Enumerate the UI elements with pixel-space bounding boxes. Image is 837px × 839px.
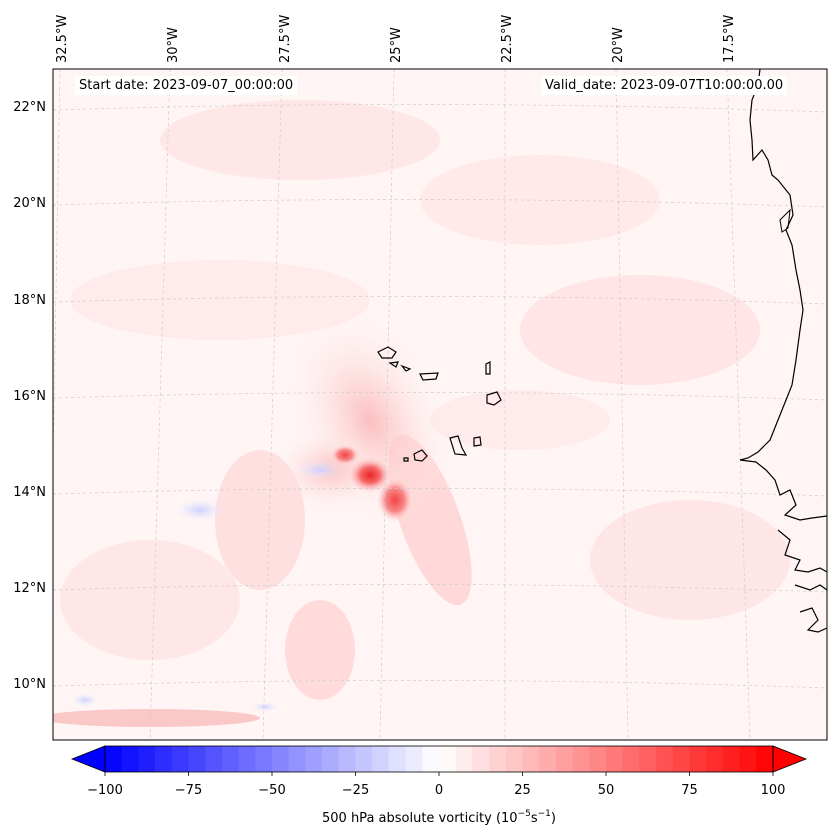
colorbar-ticks [104,772,774,776]
colorbar-segment [355,746,373,772]
lon-label: 17.5°W [722,15,737,63]
africa-coastline [739,69,827,521]
lon-label: 30°W [166,27,181,63]
colorbar-tick-label: 100 [761,783,786,798]
colorbar-segment [489,746,507,772]
longitude-labels: 32.5°W 30°W 27.5°W 25°W 22.5°W 20°W 17.5… [55,15,737,63]
colorbar-segment [606,746,624,772]
colorbar-segment [388,746,407,772]
lat-label: 16°N [13,389,46,404]
colorbar-segment [121,746,139,772]
colorbar-segment [589,746,607,772]
colorbar-tick-label: 25 [514,783,531,798]
colorbar-segment [555,746,574,772]
colorbar-segment [288,746,306,772]
colorbar-tick-label: 50 [598,783,615,798]
lat-label: 18°N [13,293,46,308]
colorbar-label: 500 hPa absolute vorticity (10−5s−1) [322,809,556,826]
colorbar-segment [338,746,356,772]
vorticity-maximum [348,457,392,493]
colorbar-tick-label: −50 [258,783,285,798]
colorbar-segment [188,746,206,772]
map-area [53,69,827,740]
lat-label: 22°N [13,100,46,115]
colorbar-segment [322,746,340,772]
colorbar-tick-label: −75 [175,783,202,798]
colorbar-segment [255,746,273,772]
colorbar: −100 −75 −50 −25 0 25 50 75 100 500 hPa … [70,745,808,826]
colorbar-segment [706,746,724,772]
lat-label: 12°N [13,581,46,596]
colorbar-segment [639,746,657,772]
colorbar-segment [238,746,256,772]
colorbar-segment [505,746,523,772]
colorbar-segment [305,746,323,772]
colorbar-segment [272,746,290,772]
colorbar-segment [372,746,390,772]
colorbar-segment [522,746,540,772]
colorbar-segment [155,746,173,772]
colorbar-segment [572,746,590,772]
colorbar-segment [756,746,774,772]
colorbar-segment [539,746,557,772]
colorbar-segment [439,746,457,772]
colorbar-segment [205,746,223,772]
valid-date-annotation: Valid_date: 2023-09-07T10:00:00.00 [541,76,788,95]
colorbar-extend-max [772,745,808,773]
colorbar-tick-label: 0 [435,783,443,798]
lon-label: 25°W [389,27,404,63]
lat-label: 10°N [13,677,46,692]
colorbar-segment [221,746,240,772]
map-frame [52,68,828,741]
colorbar-extend-min [70,745,106,773]
colorbar-segment [689,746,707,772]
lon-label: 32.5°W [55,15,70,63]
colorbar-segment [105,746,123,772]
lon-label: 20°W [611,27,626,63]
colorbar-segment [656,746,674,772]
colorbar-segment [405,746,423,772]
cape-verde-islands [377,346,502,462]
colorbar-segment [739,746,757,772]
vorticity-field [53,100,790,727]
latitude-labels: 22°N 20°N 18°N 16°N 14°N 12°N 10°N [13,100,46,692]
colorbar-segment [722,746,741,772]
colorbar-tick-label: −100 [87,783,123,798]
colorbar-segment [622,746,640,772]
colorbar-segment [455,746,473,772]
colorbar-segment [171,746,189,772]
colorbar-segment [672,746,690,772]
colorbar-tick-label: 75 [681,783,698,798]
lon-label: 27.5°W [278,15,293,63]
graticule [53,69,827,740]
colorbar-segment [422,746,440,772]
colorbar-segment [138,746,156,772]
colorbar-segments [105,746,774,772]
lon-label: 22.5°W [500,15,515,63]
start-date-annotation: Start date: 2023-09-07_00:00:00 [75,76,298,95]
colorbar-tick-label: −25 [342,783,369,798]
lat-label: 20°N [13,196,46,211]
colorbar-segment [472,746,490,772]
lat-label: 14°N [13,485,46,500]
